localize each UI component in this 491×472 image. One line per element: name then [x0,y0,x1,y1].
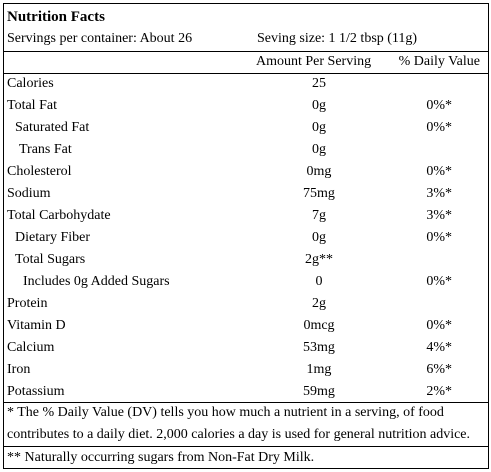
nutrient-name: Potassium [7,384,65,399]
footnote: ** Naturally occurring sugars from Non-F… [7,450,315,465]
nutrient-name: Dietary Fiber [15,230,91,245]
serving-size: Seving size: 1 1/2 tbsp (11g) [257,31,418,46]
amount: 0g [312,142,326,157]
daily-value: 0%* [426,164,452,179]
daily-value: 0%* [426,318,452,333]
title: Nutrition Facts [7,9,105,25]
nutrient-name: Iron [7,362,31,377]
nutrient-name: Saturated Fat [15,120,90,135]
amount: 2g [312,296,326,311]
nutrient-name: Trans Fat [19,142,72,157]
amount: 1mg [306,362,332,377]
daily-value: 2%* [426,384,452,399]
divider [4,73,488,74]
servings: Servings per container: About 26 [7,31,193,46]
divider [4,446,488,447]
daily-value: 4%* [426,340,452,355]
amount: 0g [312,98,326,113]
daily-value: 0%* [426,120,452,135]
nutrient-name: Sodium [7,186,51,201]
amount: 7g [312,208,326,223]
amount: 59mg [303,384,335,399]
nutrient-name: Total Carbohydate [7,208,111,223]
divider [4,402,488,403]
amount: 2g** [305,252,333,267]
nutrient-name: Vitamin D [7,318,66,333]
amount: 0mcg [303,318,335,333]
footnote: contributes to a daily diet. 2,000 calor… [7,427,471,442]
amount: 0g [312,120,326,135]
amount: 0g [312,230,326,245]
daily-value: 0%* [426,98,452,113]
nutrient-name: Total Fat [7,98,57,113]
nutrient-name: Calories [7,76,54,91]
nutrient-name: Total Sugars [15,252,86,267]
amount: 0 [315,274,323,289]
nutrition-table: Nutrition Facts Servings per container: … [3,3,489,469]
amount: 53mg [303,340,335,355]
divider [4,51,488,52]
header-amount: Amount Per Serving [256,54,372,69]
footnote: * The % Daily Value (DV) tells you how m… [7,405,444,420]
daily-value: 0%* [426,230,452,245]
daily-value: 3%* [426,208,452,223]
nutrient-name: Includes 0g Added Sugars [23,274,170,289]
nutrient-name: Calcium [7,340,55,355]
nutrient-name: Cholesterol [7,164,72,179]
daily-value: 0%* [426,274,452,289]
amount: 75mg [303,186,335,201]
daily-value: 6%* [426,362,452,377]
header-dv: % Daily Value [398,54,480,69]
amount: 25 [312,76,326,91]
amount: 0mg [306,164,332,179]
nutrient-name: Protein [7,296,48,311]
daily-value: 3%* [426,186,452,201]
